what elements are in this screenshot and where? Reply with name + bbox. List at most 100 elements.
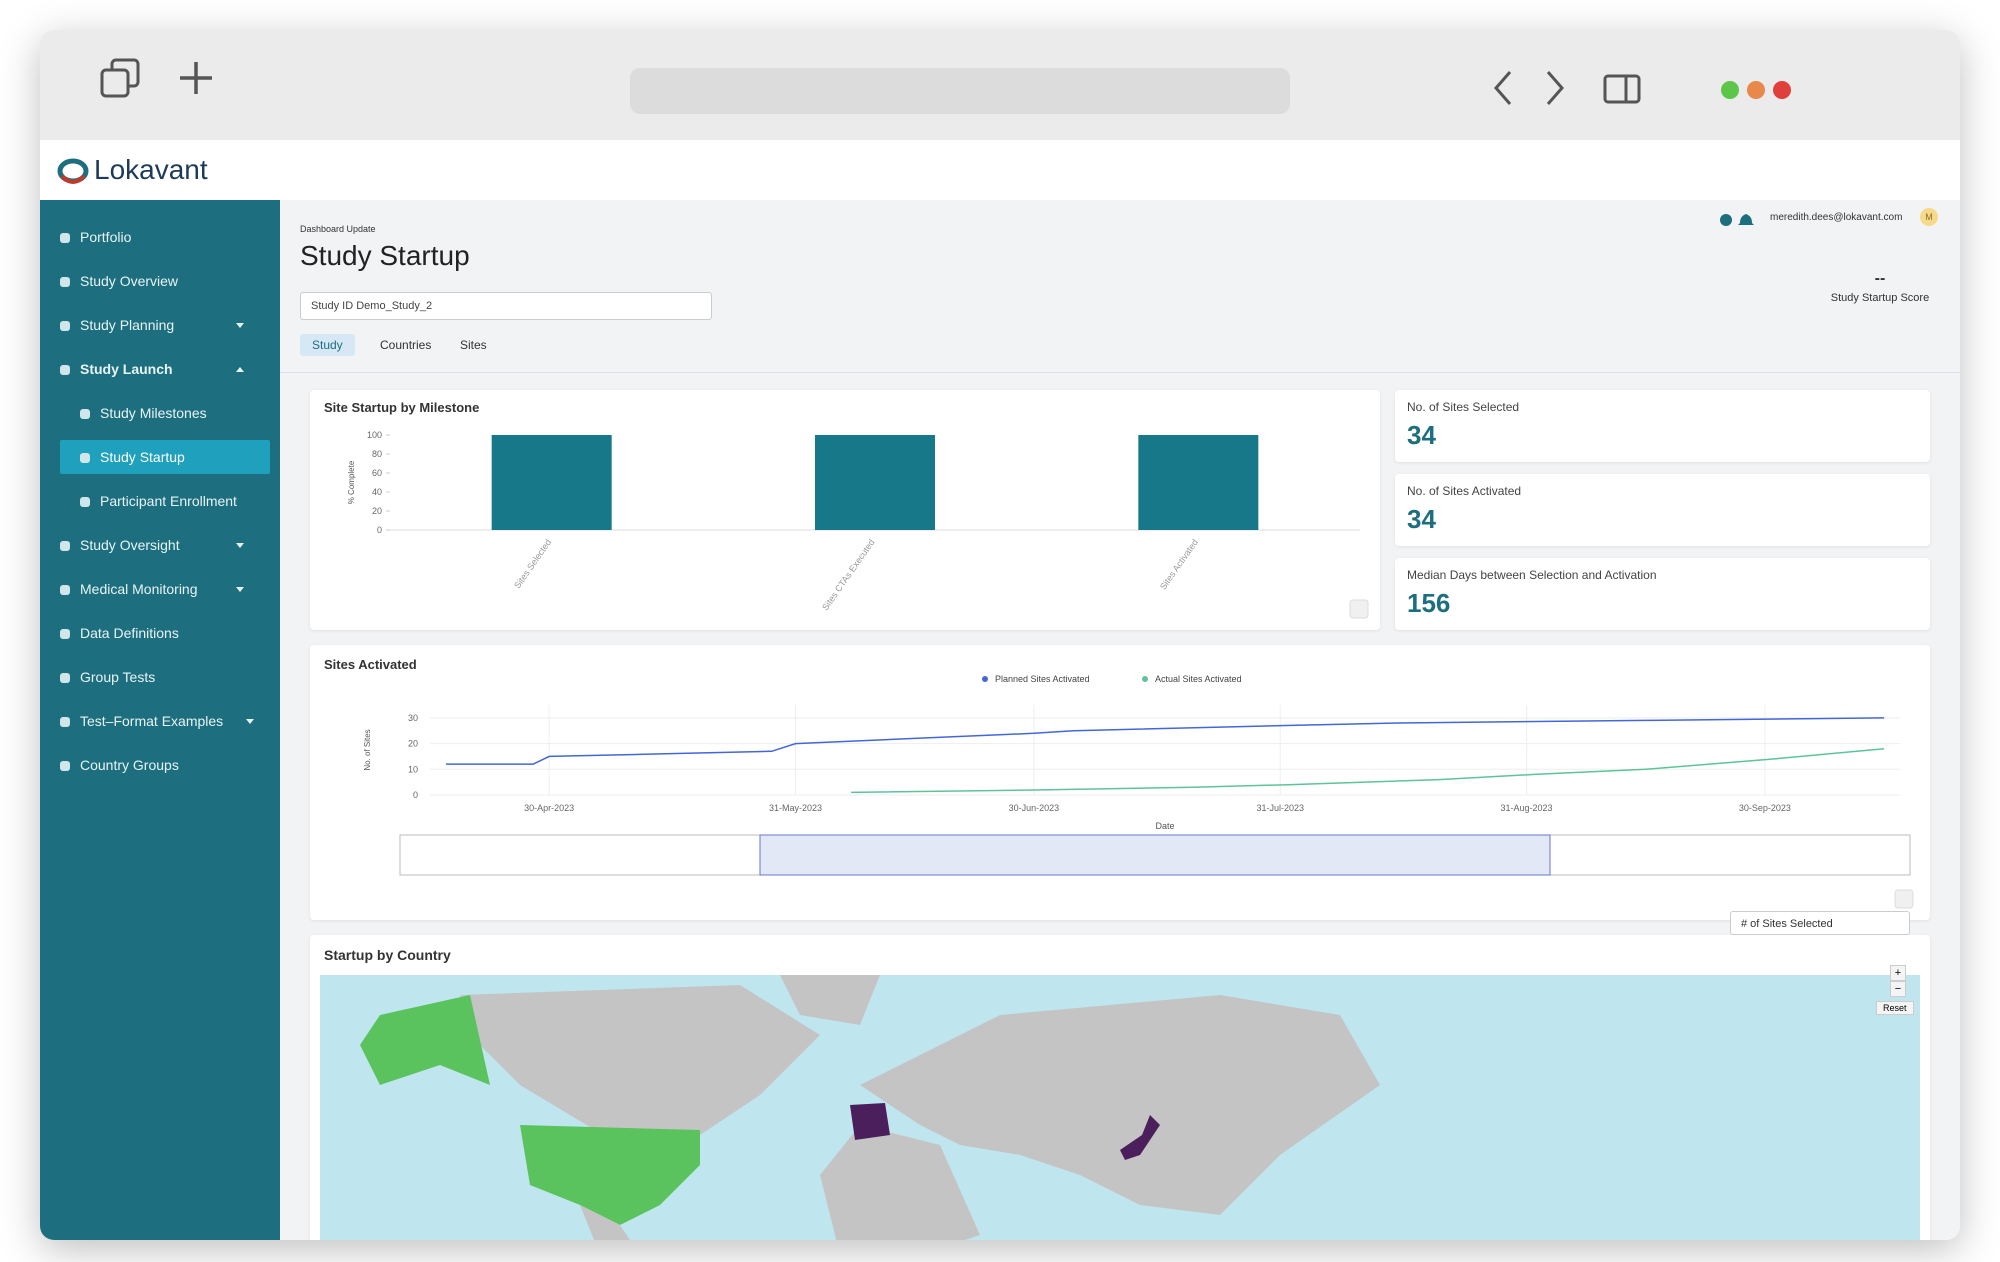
sidebar-toggle[interactable] — [1603, 74, 1641, 104]
y-tick-label: 0 — [377, 525, 382, 535]
activation-panel: Sites Activated No. of Sites Date 0 10 20 30 30… — [310, 645, 1930, 920]
x-tick-label: Sites CTAs Executed — [820, 537, 877, 612]
country-alaska — [360, 995, 490, 1085]
reset-button[interactable]: Reset — [1876, 1001, 1914, 1015]
nav-item[interactable]: Country Groups — [60, 748, 260, 782]
metric-select[interactable]: # of Sites Selected — [1730, 911, 1910, 935]
avatar[interactable]: M — [1920, 208, 1938, 226]
nav-label: Study Startup — [100, 449, 185, 465]
address-bar[interactable] — [630, 68, 1290, 114]
page-title: Study Startup — [300, 240, 470, 271]
y-tick-label: 30 — [408, 713, 418, 723]
y-tick-label: 80 — [372, 449, 382, 459]
kpi-label: No. of Sites Activated — [1407, 484, 1522, 498]
y-tick-label: 20 — [408, 739, 418, 749]
kpi-card: No. of Sites Selected 34 — [1395, 390, 1930, 462]
nav-item[interactable]: Medical Monitoring — [60, 572, 260, 606]
bar — [815, 435, 935, 530]
new-tab[interactable] — [180, 62, 212, 94]
nav-item[interactable]: Data Definitions — [60, 616, 260, 650]
nav-label: Participant Enrollment — [100, 493, 237, 509]
study-select[interactable]: Study ID Demo_Study_2 — [300, 292, 712, 320]
series-line — [445, 717, 1885, 765]
country-france — [850, 1103, 890, 1140]
bar — [491, 435, 612, 530]
nav-item[interactable]: Group Tests — [60, 660, 260, 694]
x-tick-label: 31-Jul-2023 — [1256, 803, 1304, 813]
bar — [1138, 435, 1259, 530]
x-tick-label: 30-Jun-2023 — [1009, 803, 1060, 813]
nav-label: Medical Monitoring — [80, 581, 198, 597]
map-panel: Startup by Country # of Sites Selected +… — [310, 911, 1930, 1240]
window-zoom[interactable] — [1721, 81, 1739, 99]
tab[interactable]: Countries — [380, 338, 432, 352]
x-tick-label: 30-Apr-2023 — [524, 803, 574, 813]
kpi-label: Median Days between Selection and Activa… — [1407, 568, 1657, 582]
land-eurasia — [860, 995, 1380, 1215]
brand: Lokavant — [94, 154, 208, 185]
nav-item[interactable]: Portfolio — [60, 220, 260, 254]
land-greenland — [780, 975, 880, 1025]
tabs-icon-back — [100, 68, 130, 98]
kpi-label: No. of Sites Selected — [1407, 400, 1520, 414]
nav-item[interactable]: Study Overview — [60, 264, 260, 298]
nav-label: Data Definitions — [80, 625, 179, 641]
x-tick-label: Sites Selected — [512, 537, 553, 590]
nav-label: Group Tests — [80, 669, 156, 685]
tab-active[interactable]: Study — [300, 334, 355, 356]
back[interactable] — [1494, 71, 1512, 105]
series-line — [851, 747, 1885, 794]
sidebar: Portfolio Study Overview Study Planning … — [40, 200, 280, 1240]
window-close[interactable] — [1773, 81, 1791, 99]
browser-chrome — [40, 30, 1960, 141]
nav-item[interactable]: Study Launch — [60, 352, 260, 386]
legend-label: Actual Sites Activated — [1155, 674, 1242, 684]
y-axis-label: No. of Sites — [363, 729, 372, 770]
map-title: Startup by Country — [324, 947, 451, 963]
land-canada — [460, 985, 820, 1145]
y-tick-label: 100 — [367, 430, 382, 440]
score: -- — [1874, 270, 1886, 287]
download-button[interactable] — [1894, 889, 1914, 909]
y-tick-label: 10 — [408, 764, 418, 774]
kpi-card: Median Days between Selection and Activa… — [1395, 558, 1930, 630]
zoom-in[interactable]: + — [1890, 965, 1906, 981]
nav-item[interactable]: Test–Format Examples — [60, 704, 270, 738]
nav-item[interactable]: Study Planning — [60, 308, 260, 342]
nav-subitem-active[interactable]: Study Startup — [60, 440, 270, 474]
navigator-selection[interactable] — [759, 834, 1551, 876]
user-email[interactable]: meredith.dees@lokavant.com — [1770, 212, 1903, 223]
land-africa — [820, 1125, 980, 1240]
y-tick-label: 40 — [372, 487, 382, 497]
logo-mark — [57, 158, 89, 184]
toolbar-icons[interactable] — [1720, 212, 1756, 228]
nav-label: Study Milestones — [100, 405, 207, 421]
x-tick-label: Sites Activated — [1158, 537, 1200, 591]
x-tick-label: 31-Aug-2023 — [1501, 803, 1553, 813]
land-mexico — [580, 1205, 630, 1240]
chrome-icons — [100, 58, 1791, 114]
download-button[interactable] — [1349, 599, 1369, 619]
kpi-value: 34 — [1407, 420, 1436, 450]
milestone-chart: Site Startup by Milestone % Complete 0 20 40… — [324, 400, 1369, 619]
score-label: Study Startup Score — [1830, 292, 1930, 304]
divider — [280, 372, 1960, 373]
forward[interactable] — [1546, 71, 1564, 105]
main: meredith.dees@lokavant.com M Dashboard U… — [280, 200, 1960, 1240]
nav-label: Study Overview — [80, 273, 179, 289]
nav-subitem[interactable]: Participant Enrollment — [80, 484, 270, 518]
zoom-out[interactable]: − — [1890, 981, 1906, 997]
milestone-panel: Site Startup by Milestone % Complete 0 20 40… — [310, 390, 1380, 630]
country-japan — [1120, 1115, 1160, 1160]
y-axis-label: % Complete — [347, 460, 356, 504]
legend-marker — [1142, 676, 1148, 682]
chart-title: Sites Activated — [324, 657, 417, 672]
nav-subitem[interactable]: Study Milestones — [80, 396, 260, 430]
tab[interactable]: Sites — [460, 338, 487, 352]
kpi-card: No. of Sites Activated 34 — [1395, 474, 1930, 546]
legend-marker — [982, 676, 988, 682]
window-minimize[interactable] — [1747, 81, 1765, 99]
nav-label: Study Planning — [80, 317, 175, 333]
nav-item[interactable]: Study Oversight — [60, 528, 260, 562]
